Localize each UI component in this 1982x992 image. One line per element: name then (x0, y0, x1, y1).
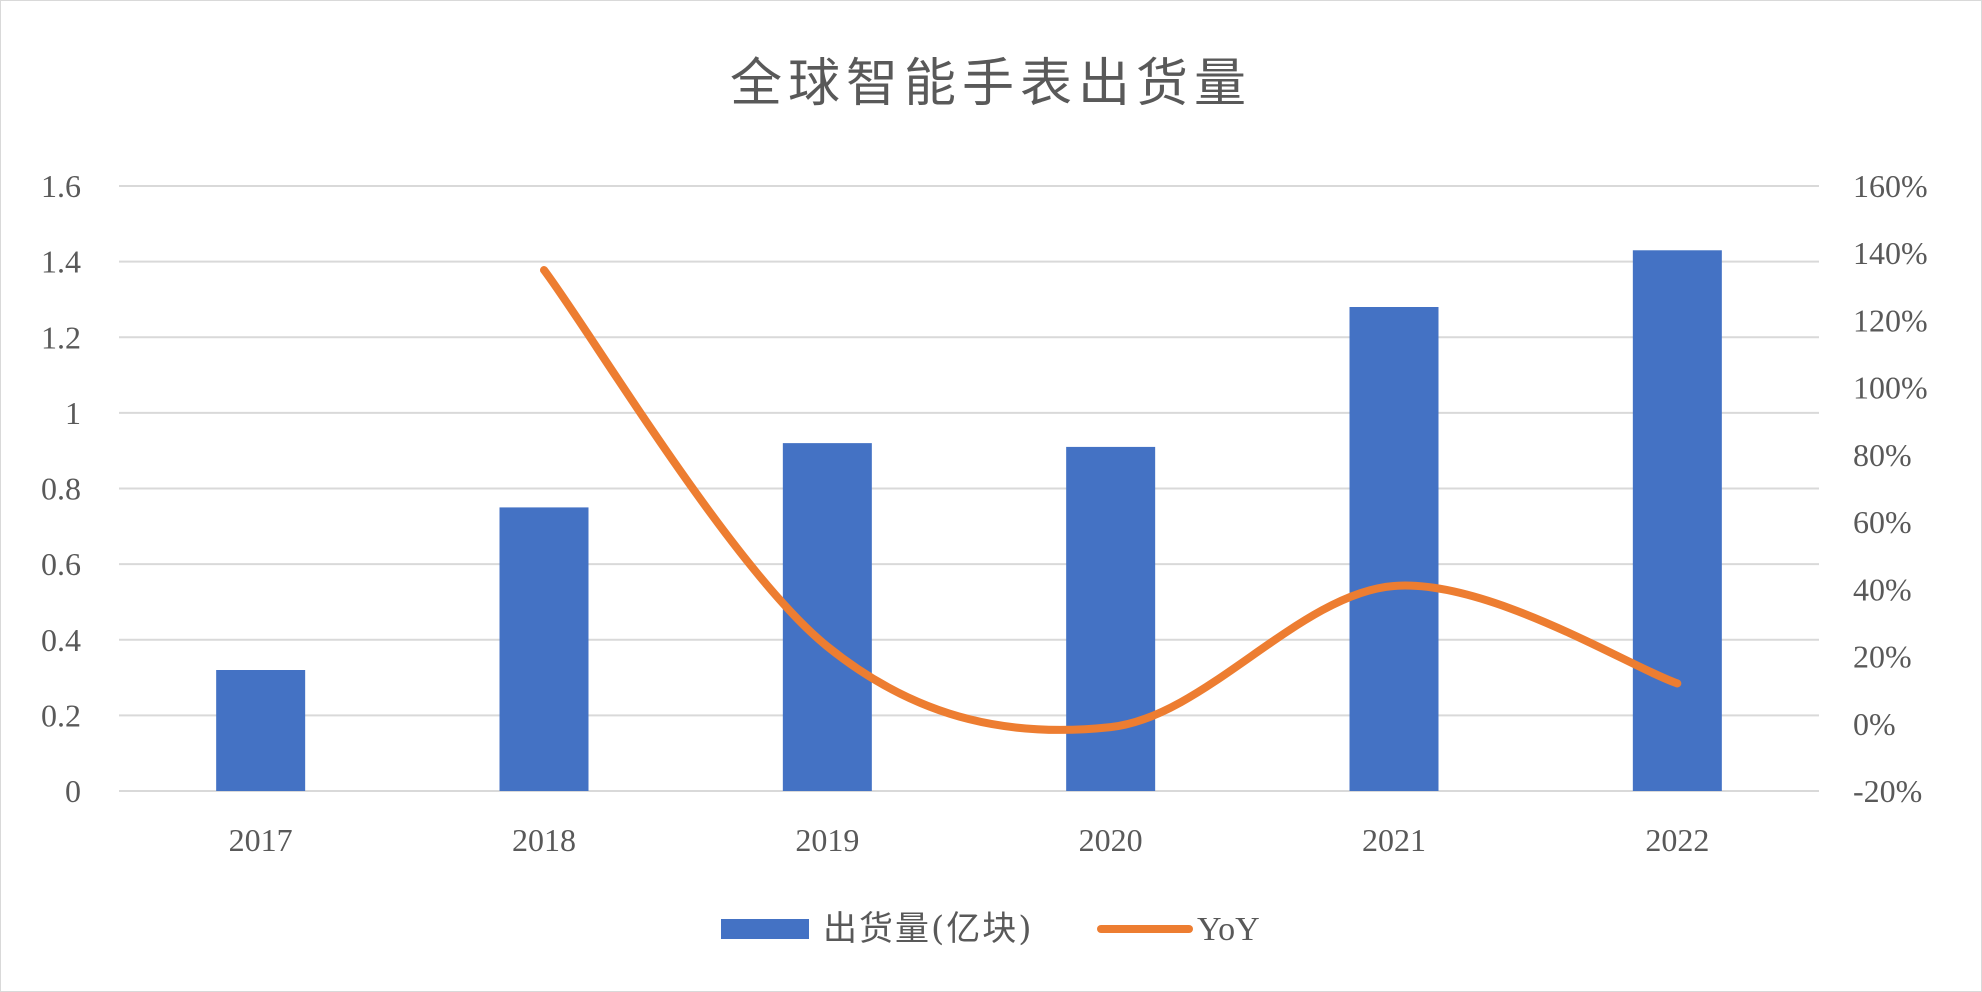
left-tick-label: 0.6 (41, 546, 81, 582)
bar (499, 507, 589, 791)
right-tick-label: 20% (1853, 639, 1912, 675)
left-tick-label: 0.2 (41, 697, 81, 733)
x-tick-label: 2021 (1362, 822, 1426, 858)
bar-series (216, 250, 1722, 791)
right-tick-label: 40% (1853, 571, 1912, 607)
left-tick-label: 1.4 (41, 244, 81, 280)
left-tick-label: 1.6 (41, 168, 81, 204)
x-tick-label: 2019 (795, 822, 859, 858)
yoy-line (540, 266, 1682, 734)
x-tick-label: 2018 (512, 822, 576, 858)
x-axis: 2017 2018 2019 2020 2021 2022 (229, 822, 1710, 858)
x-tick-label: 2017 (229, 822, 293, 858)
legend-swatch-bar (721, 919, 809, 939)
x-tick-label: 2022 (1645, 822, 1709, 858)
left-y-axis: 0 0.2 0.4 0.6 0.8 1 1.2 1.4 1.6 (41, 168, 81, 809)
legend-label-bar: 出货量(亿块) (823, 909, 1034, 949)
right-tick-label: 100% (1853, 370, 1928, 406)
right-tick-label: 120% (1853, 302, 1928, 338)
left-tick-label: 0.4 (41, 622, 81, 658)
x-tick-label: 2020 (1079, 822, 1143, 858)
right-tick-label: 60% (1853, 504, 1912, 540)
right-y-axis: -20% 0% 20% 40% 60% 80% 100% 120% 140% 160% (1853, 168, 1928, 809)
bar (216, 670, 306, 791)
left-tick-label: 1.2 (41, 319, 81, 355)
legend-label-line: YoY (1197, 911, 1260, 948)
right-tick-label: 0% (1853, 706, 1896, 742)
right-tick-label: 140% (1853, 235, 1928, 271)
left-tick-label: 0.8 (41, 471, 81, 507)
legend: 出货量(亿块) YoY (721, 909, 1260, 949)
left-tick-label: 1 (65, 395, 81, 431)
right-tick-label: 80% (1853, 437, 1912, 473)
bar (1349, 307, 1439, 791)
right-tick-label: -20% (1853, 773, 1922, 809)
bar (1632, 250, 1722, 791)
left-tick-label: 0 (65, 773, 81, 809)
right-tick-label: 160% (1853, 168, 1928, 204)
bar (1066, 446, 1156, 791)
gridlines (119, 185, 1819, 792)
chart-title: 全球智能手表出货量 (730, 54, 1252, 114)
line-series (540, 266, 1682, 734)
